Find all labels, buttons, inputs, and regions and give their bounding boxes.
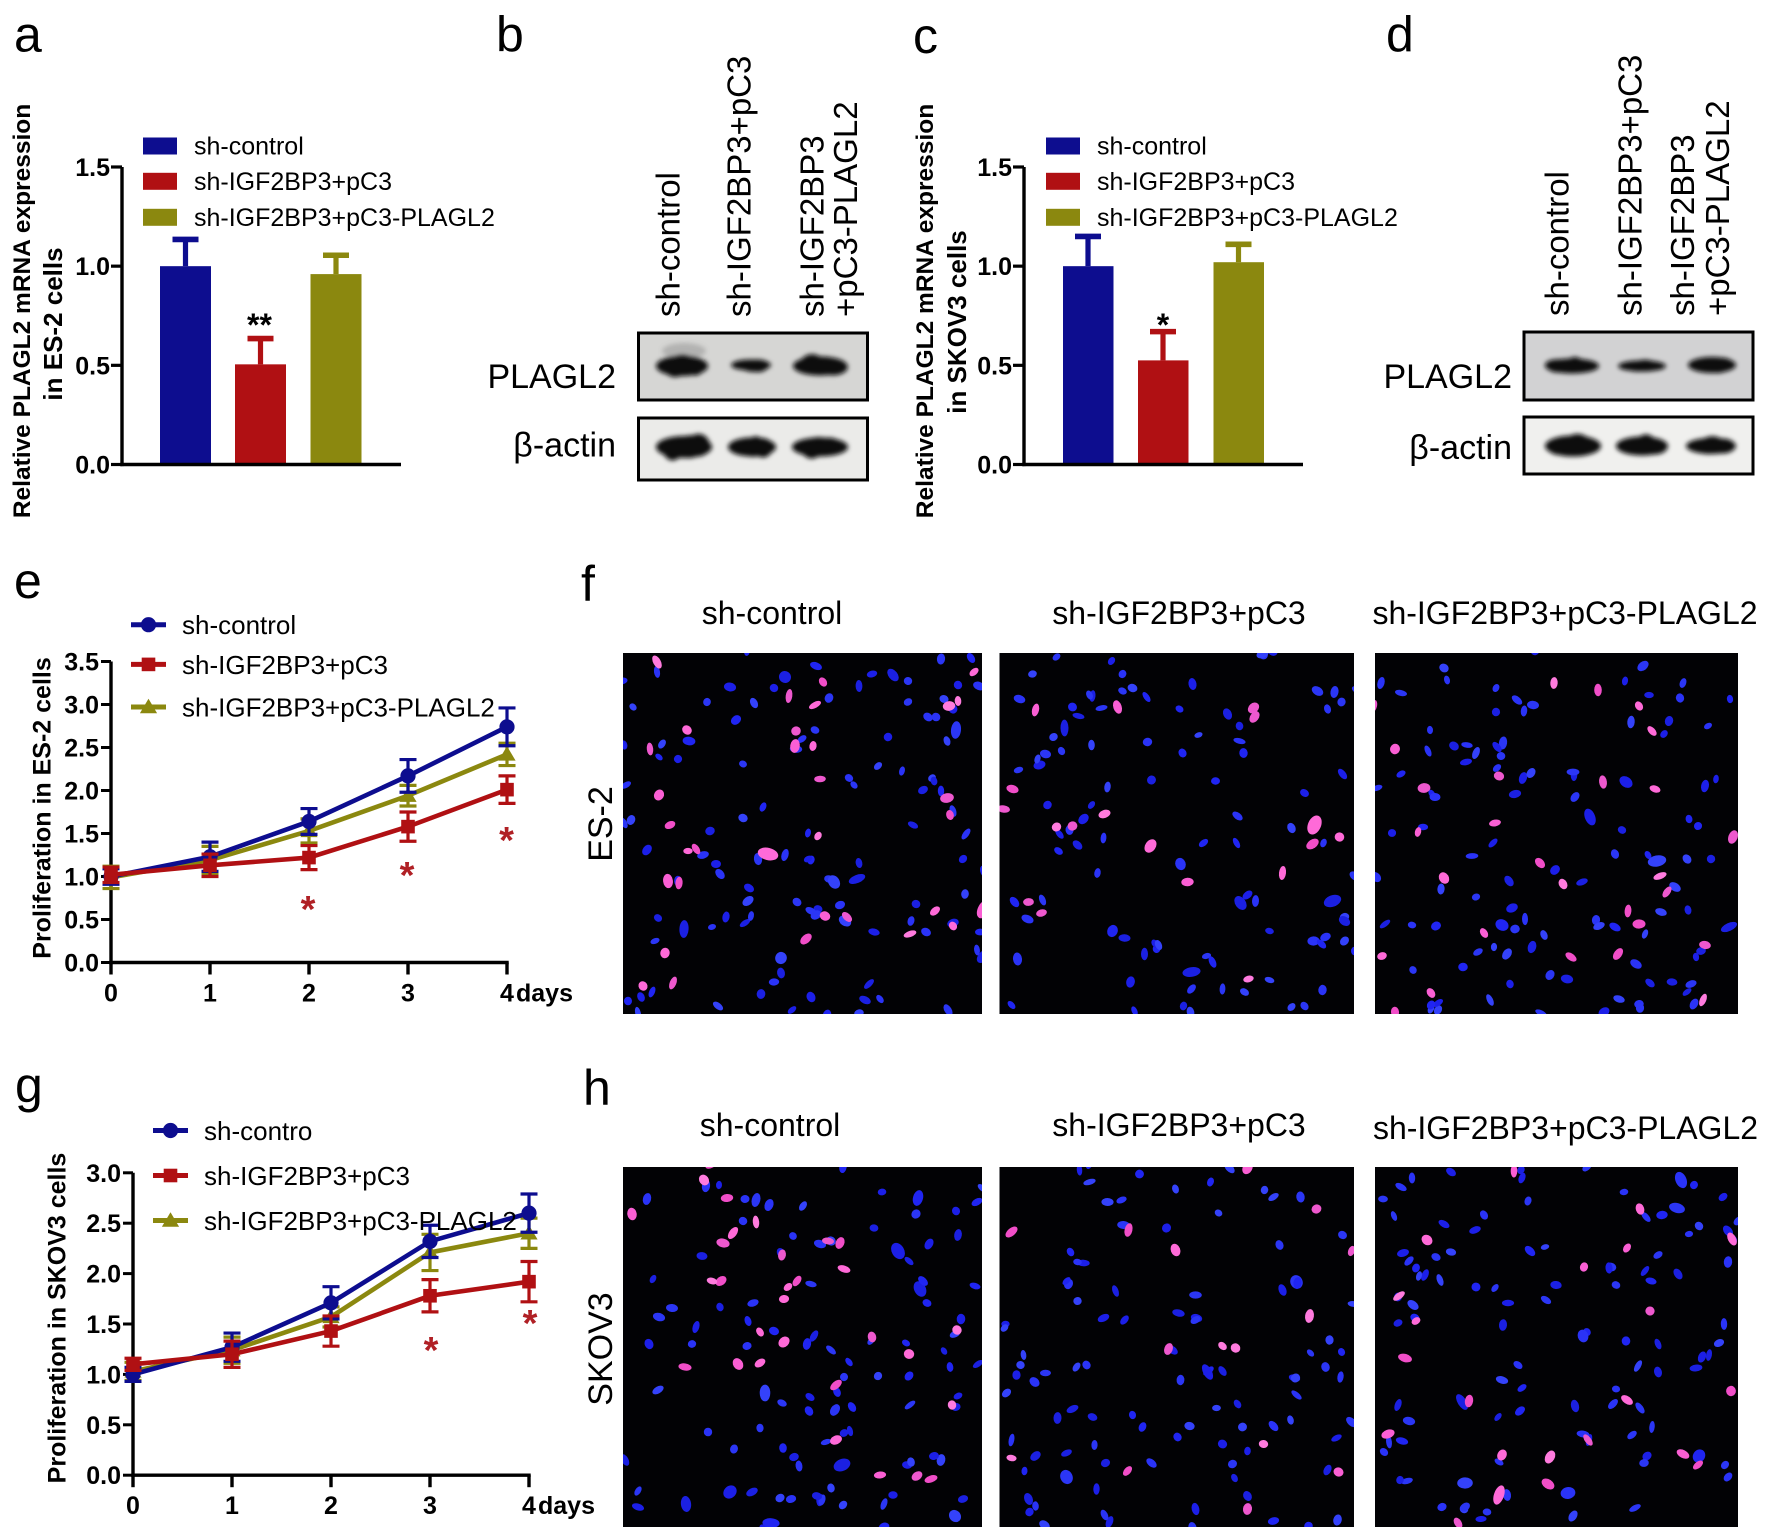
- svg-text:2: 2: [302, 980, 316, 1008]
- svg-text:*: *: [301, 889, 316, 931]
- svg-text:sh-IGF2BP3+pC3: sh-IGF2BP3+pC3: [1052, 1107, 1305, 1143]
- svg-text:Relative PLAGL2 mRNA expressio: Relative PLAGL2 mRNA expression: [912, 104, 939, 518]
- svg-text:sh-IGF2BP3+pC3-PLAGL2: sh-IGF2BP3+pC3-PLAGL2: [1372, 595, 1757, 631]
- svg-text:0.5: 0.5: [75, 352, 110, 380]
- svg-text:0.0: 0.0: [86, 1462, 121, 1490]
- svg-text:sh-IGF2BP3+pC3-PLAGL2: sh-IGF2BP3+pC3-PLAGL2: [182, 693, 495, 723]
- svg-text:3.0: 3.0: [64, 692, 99, 720]
- svg-text:sh-IGF2BP3+pC3: sh-IGF2BP3+pC3: [204, 1161, 410, 1191]
- svg-text:days: days: [538, 1492, 595, 1520]
- svg-text:d: d: [1386, 7, 1414, 63]
- svg-text:0: 0: [126, 1492, 140, 1520]
- svg-text:SKOV3: SKOV3: [582, 1292, 620, 1405]
- svg-text:*: *: [523, 1303, 538, 1345]
- svg-text:g: g: [15, 1057, 43, 1113]
- svg-text:+pC3-PLAGL2: +pC3-PLAGL2: [1699, 100, 1736, 316]
- svg-text:4: 4: [522, 1492, 536, 1520]
- svg-text:sh-IGF2BP3: sh-IGF2BP3: [1664, 134, 1701, 316]
- svg-text:sh-IGF2BP3+pC3: sh-IGF2BP3+pC3: [1097, 168, 1295, 196]
- svg-text:sh-IGF2BP3+pC3: sh-IGF2BP3+pC3: [720, 56, 757, 317]
- svg-text:2.0: 2.0: [64, 778, 99, 806]
- svg-text:sh-IGF2BP3+pC3: sh-IGF2BP3+pC3: [1052, 595, 1305, 631]
- svg-text:in ES-2 cells: in ES-2 cells: [38, 247, 68, 400]
- svg-text:sh-IGF2BP3+pC3: sh-IGF2BP3+pC3: [194, 168, 392, 196]
- svg-text:0.0: 0.0: [977, 452, 1012, 480]
- svg-text:+pC3-PLAGL2: +pC3-PLAGL2: [827, 101, 864, 317]
- svg-text:3: 3: [423, 1492, 437, 1520]
- svg-text:c: c: [913, 8, 938, 64]
- svg-text:sh-control: sh-control: [702, 595, 843, 631]
- svg-text:*: *: [400, 855, 415, 897]
- svg-text:PLAGL2: PLAGL2: [487, 358, 616, 396]
- svg-text:1.5: 1.5: [75, 154, 110, 182]
- svg-text:0.5: 0.5: [64, 907, 99, 935]
- svg-text:ES-2: ES-2: [582, 786, 620, 862]
- svg-text:sh-IGF2BP3+pC3: sh-IGF2BP3+pC3: [1611, 55, 1648, 316]
- svg-text:3.0: 3.0: [86, 1160, 121, 1188]
- svg-text:3: 3: [401, 980, 415, 1008]
- svg-text:*: *: [499, 820, 514, 862]
- svg-text:Proliferation in SKOV3 cells: Proliferation in SKOV3 cells: [44, 1153, 72, 1484]
- svg-text:3.5: 3.5: [64, 649, 99, 677]
- svg-text:sh-IGF2BP3: sh-IGF2BP3: [793, 135, 830, 317]
- svg-text:1.5: 1.5: [977, 154, 1012, 182]
- svg-text:sh-contro: sh-contro: [204, 1116, 312, 1146]
- svg-text:*: *: [424, 1330, 439, 1372]
- svg-text:PLAGL2: PLAGL2: [1383, 358, 1512, 396]
- svg-text:e: e: [14, 553, 42, 609]
- svg-text:0.0: 0.0: [75, 452, 110, 480]
- svg-text:4: 4: [500, 980, 514, 1008]
- svg-text:0.0: 0.0: [64, 950, 99, 978]
- svg-text:sh-control: sh-control: [194, 133, 304, 161]
- svg-text:in SKOV3 cells: in SKOV3 cells: [942, 230, 972, 414]
- svg-text:days: days: [516, 980, 573, 1008]
- svg-text:sh-control: sh-control: [1097, 133, 1207, 161]
- svg-text:1.5: 1.5: [64, 821, 99, 849]
- svg-text:1.0: 1.0: [977, 253, 1012, 281]
- svg-text:1.0: 1.0: [64, 864, 99, 892]
- svg-text:b: b: [496, 7, 524, 63]
- svg-text:Proliferation in ES-2 cells: Proliferation in ES-2 cells: [28, 657, 56, 958]
- svg-text:sh-IGF2BP3+pC3-PLAGL2: sh-IGF2BP3+pC3-PLAGL2: [204, 1206, 517, 1236]
- svg-text:2.5: 2.5: [86, 1210, 121, 1238]
- svg-text:1: 1: [203, 980, 217, 1008]
- svg-text:a: a: [14, 7, 42, 63]
- svg-text:2: 2: [324, 1492, 338, 1520]
- svg-text:2.5: 2.5: [64, 735, 99, 763]
- svg-text:sh-control: sh-control: [700, 1107, 841, 1143]
- svg-text:*: *: [1157, 307, 1170, 343]
- svg-text:sh-IGF2BP3+pC3-PLAGL2: sh-IGF2BP3+pC3-PLAGL2: [1097, 204, 1398, 232]
- svg-text:h: h: [583, 1060, 611, 1116]
- svg-text:β-actin: β-actin: [513, 427, 616, 465]
- svg-text:Relative PLAGL2 mRNA expressio: Relative PLAGL2 mRNA expression: [9, 104, 36, 518]
- svg-text:sh-control: sh-control: [1538, 171, 1575, 316]
- svg-text:0.5: 0.5: [86, 1412, 121, 1440]
- svg-text:1.0: 1.0: [86, 1361, 121, 1389]
- svg-text:**: **: [247, 307, 272, 343]
- svg-text:sh-control: sh-control: [649, 172, 686, 317]
- svg-text:sh-IGF2BP3+pC3-PLAGL2: sh-IGF2BP3+pC3-PLAGL2: [194, 204, 495, 232]
- svg-text:0.5: 0.5: [977, 352, 1012, 380]
- svg-text:sh-control: sh-control: [182, 610, 296, 640]
- svg-text:2.0: 2.0: [86, 1261, 121, 1289]
- svg-text:sh-IGF2BP3+pC3: sh-IGF2BP3+pC3: [182, 650, 388, 680]
- svg-text:0: 0: [104, 980, 118, 1008]
- svg-text:1: 1: [225, 1492, 239, 1520]
- svg-text:1.5: 1.5: [86, 1311, 121, 1339]
- svg-text:sh-IGF2BP3+pC3-PLAGL2: sh-IGF2BP3+pC3-PLAGL2: [1373, 1110, 1758, 1146]
- svg-text:f: f: [581, 556, 595, 612]
- svg-text:1.0: 1.0: [75, 253, 110, 281]
- svg-text:β-actin: β-actin: [1409, 429, 1512, 467]
